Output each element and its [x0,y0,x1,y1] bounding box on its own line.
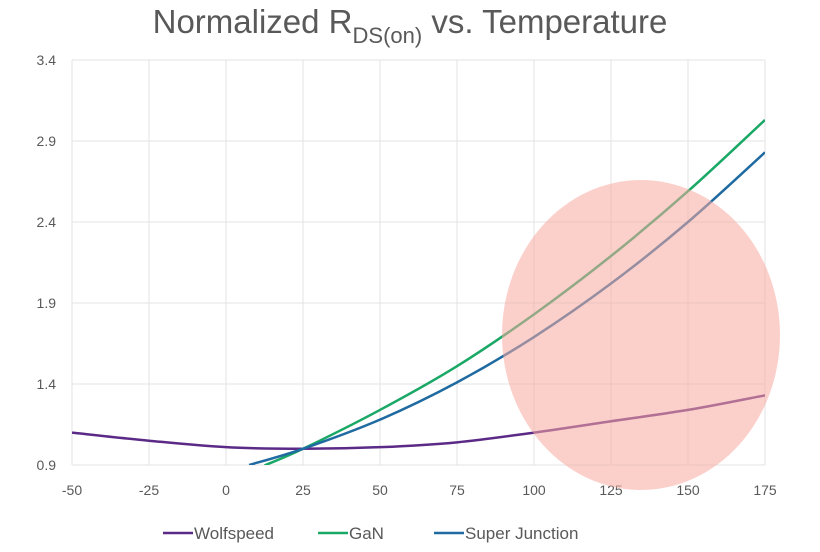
x-tick-label: 0 [222,482,230,498]
x-tick-label: 75 [449,482,465,498]
y-tick-label: 2.9 [37,133,57,149]
y-tick-label: 1.4 [37,376,57,392]
x-tick-label: 175 [753,482,777,498]
x-tick-label: 150 [676,482,700,498]
y-tick-label: 3.4 [37,52,57,68]
y-tick-label: 2.4 [37,214,57,230]
x-tick-label: -50 [62,482,82,498]
x-axis: -50 -25 0 25 50 75 100 125 150 175 [62,482,777,498]
x-tick-label: 25 [295,482,311,498]
legend-label: Super Junction [465,524,578,543]
legend-label: Wolfspeed [194,524,274,543]
y-tick-label: 1.9 [37,295,57,311]
x-tick-label: 100 [522,482,546,498]
x-tick-label: -25 [139,482,159,498]
y-axis: 0.9 1.4 1.9 2.4 2.9 3.4 [37,52,57,473]
x-tick-label: 50 [372,482,388,498]
chart-title: Normalized RDS(on) vs. Temperature [153,3,668,48]
y-tick-label: 0.9 [37,457,57,473]
legend: Wolfspeed GaN Super Junction [163,524,578,543]
legend-label: GaN [349,524,384,543]
highlight-ellipse [502,180,780,490]
